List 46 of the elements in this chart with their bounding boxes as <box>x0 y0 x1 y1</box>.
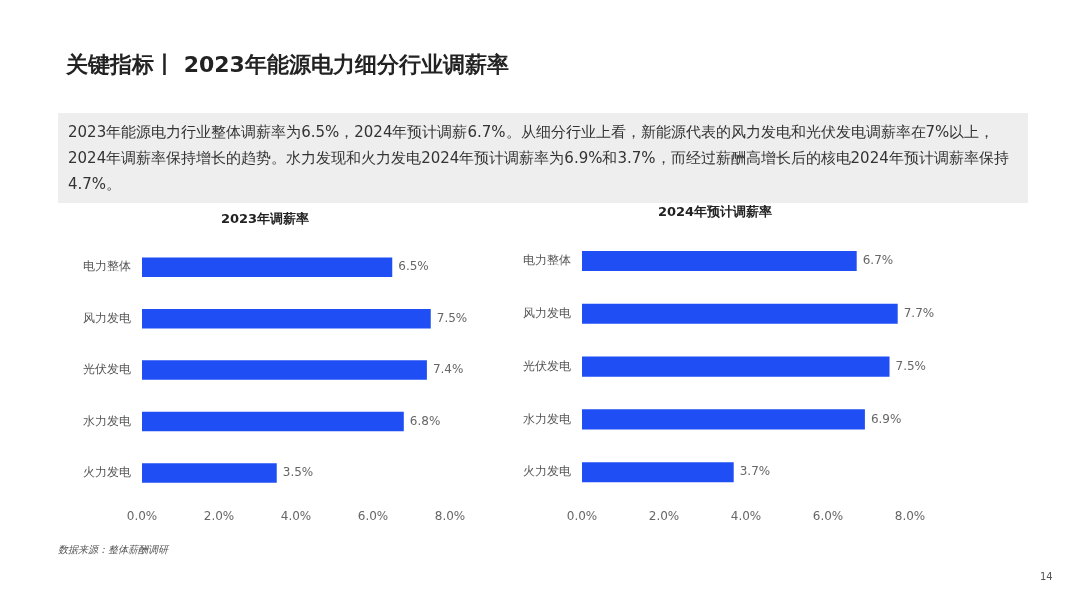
y-tick-label: 光伏发电 <box>523 358 571 373</box>
x-tick-label: 2.0% <box>648 508 680 523</box>
text: 2023年能源电力行业整体调薪率为6.5%，2024年预计调薪6.7%。从细分行业上看，新能源代表的风力发电和光伏发电调薪率在7%以上，2024年调薪率保持增长的趋势。水力发现和火力发电2024年预计调薪率为6.9%和3.7%，而经过薪酬高增长后的核电2024年预计调薪率保持4.7%。 <box>58 113 1028 203</box>
bar <box>142 411 404 432</box>
x-tick-label: 8.0% <box>434 508 466 523</box>
data-label: 7.4% <box>432 362 464 377</box>
x-tick-label: 6.0% <box>812 508 844 523</box>
x-tick-label: 4.0% <box>730 508 762 523</box>
data-label: 7.5% <box>436 310 468 325</box>
y-tick-label: 水力发电 <box>523 411 571 426</box>
chart-title: 2023年调薪率 <box>220 211 310 227</box>
data-label: 3.5% <box>282 465 314 480</box>
data-label: 6.8% <box>409 413 441 428</box>
data-label: 6.5% <box>398 259 429 274</box>
bar <box>142 257 393 278</box>
y-tick-label: 风力发电 <box>523 305 571 320</box>
x-tick-label: 2.0% <box>203 508 235 523</box>
data-label: 7.5% <box>895 358 926 373</box>
bar <box>142 308 431 329</box>
bar <box>582 250 857 272</box>
text: 14 <box>1040 571 1053 582</box>
y-tick-label: 光伏发电 <box>83 362 131 377</box>
data-label: 7.7% <box>903 305 935 320</box>
bar <box>582 303 898 324</box>
x-tick-label: 0.0% <box>566 508 598 523</box>
data-label: 6.7% <box>862 253 894 268</box>
bar <box>142 360 427 380</box>
x-tick-label: 6.0% <box>357 508 389 523</box>
y-tick-label: 电力整体 <box>83 259 131 274</box>
y-tick-label: 火力发电 <box>523 464 571 479</box>
y-tick-label: 水力发电 <box>83 413 131 428</box>
bar <box>582 462 734 483</box>
x-tick-label: 4.0% <box>280 508 312 523</box>
x-tick-label: 0.0% <box>126 508 158 523</box>
y-tick-label: 风力发电 <box>83 310 131 325</box>
y-tick-label: 火力发电 <box>83 465 131 480</box>
bar <box>582 409 865 430</box>
data-label: 3.7% <box>739 464 771 479</box>
x-tick-label: 8.0% <box>894 508 926 523</box>
data-label: 6.9% <box>870 411 902 426</box>
chart-title: 2024年预计调薪率 <box>657 204 773 220</box>
bar <box>582 356 890 377</box>
text: 关键指标丨 2023年能源电力细分行业调薪率 <box>66 51 509 79</box>
source-note: 数据来源：整体薪酬调研 <box>58 543 168 557</box>
y-tick-label: 电力整体 <box>523 253 571 268</box>
bar <box>142 463 277 483</box>
